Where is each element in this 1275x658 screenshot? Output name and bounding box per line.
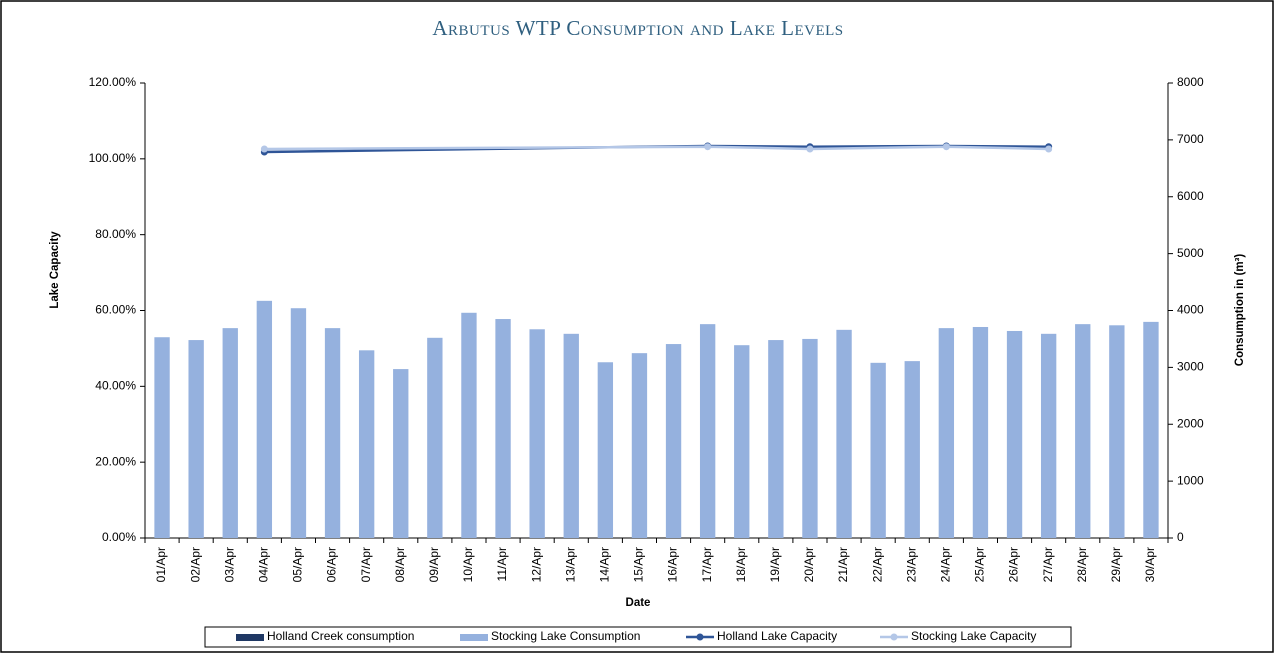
y-tick-label: 60.00% — [95, 303, 136, 317]
legend-swatch — [236, 634, 264, 641]
x-tick-label: 19/Apr — [768, 547, 782, 582]
y2-tick-label: 4000 — [1177, 303, 1204, 317]
bar — [358, 350, 375, 538]
x-tick-label: 25/Apr — [973, 547, 987, 582]
bar — [631, 353, 648, 538]
legend-label: Holland Creek consumption — [267, 629, 414, 643]
y2-tick-label: 2000 — [1177, 416, 1204, 430]
bar — [222, 328, 238, 538]
y-axis-title: Lake Capacity — [49, 231, 61, 309]
x-tick-label: 09/Apr — [427, 547, 441, 582]
x-tick-label: 23/Apr — [904, 547, 918, 582]
x-tick-label: 24/Apr — [939, 547, 953, 582]
bar — [563, 333, 579, 538]
bar — [597, 362, 614, 538]
legend-marker — [696, 633, 704, 641]
bar — [1143, 321, 1159, 538]
legend-box — [204, 626, 1072, 648]
bar — [734, 345, 750, 538]
legend-label: Stocking Lake Consumption — [491, 629, 640, 643]
x-tick-label: 03/Apr — [222, 547, 236, 582]
y-tick-label: 20.00% — [95, 454, 136, 468]
x-tick-label: 30/Apr — [1143, 547, 1157, 582]
x-tick-label: 28/Apr — [1075, 547, 1089, 582]
x-tick-label: 29/Apr — [1109, 547, 1123, 582]
y-tick-label: 0.00% — [102, 530, 136, 544]
y2-tick-label: 3000 — [1177, 360, 1204, 374]
bar — [427, 337, 443, 538]
x-tick-label: 20/Apr — [802, 547, 816, 582]
bar — [1075, 324, 1091, 538]
bar — [699, 324, 716, 538]
y-tick-label: 40.00% — [95, 379, 136, 393]
bar — [1040, 333, 1057, 538]
legend-marker — [890, 633, 898, 641]
bar — [529, 329, 545, 538]
bar — [495, 319, 511, 538]
line-marker — [942, 143, 950, 151]
line-marker — [704, 143, 712, 151]
bar — [324, 328, 341, 538]
bar — [904, 361, 920, 538]
bar — [290, 308, 307, 538]
x-axis-title: Date — [626, 597, 651, 609]
bar — [154, 337, 170, 538]
y2-axis-title: Consumption in (m³) — [1234, 254, 1246, 367]
x-tick-label: 16/Apr — [666, 547, 680, 582]
bar — [1109, 325, 1125, 538]
x-tick-label: 10/Apr — [461, 547, 475, 582]
bar — [870, 362, 886, 538]
line-marker — [1045, 145, 1053, 153]
x-tick-label: 01/Apr — [154, 547, 168, 582]
y-tick-label: 80.00% — [95, 227, 136, 241]
line-marker — [806, 145, 814, 153]
x-tick-label: 27/Apr — [1041, 547, 1055, 582]
y2-tick-label: 1000 — [1177, 473, 1204, 487]
bar — [938, 328, 955, 538]
x-tick-label: 08/Apr — [393, 547, 407, 582]
bar — [461, 312, 477, 538]
legend-swatch — [460, 634, 488, 641]
bar — [768, 340, 784, 538]
y2-tick-label: 8000 — [1177, 75, 1204, 89]
x-tick-label: 13/Apr — [563, 547, 577, 582]
bar — [1006, 330, 1023, 538]
y2-tick-label: 5000 — [1177, 246, 1204, 260]
bar — [393, 369, 409, 538]
x-tick-label: 12/Apr — [529, 547, 543, 582]
legend-label: Stocking Lake Capacity — [911, 629, 1036, 643]
x-tick-label: 04/Apr — [257, 547, 271, 582]
legend-label: Holland Lake Capacity — [717, 629, 837, 643]
x-tick-label: 26/Apr — [1007, 547, 1021, 582]
x-tick-label: 21/Apr — [836, 547, 850, 582]
chart-title: Arbutus WTP Consumption and Lake Levels — [432, 16, 843, 40]
line-marker — [260, 145, 268, 153]
bar — [836, 329, 852, 538]
y-tick-label: 100.00% — [89, 151, 137, 165]
y2-tick-label: 0 — [1177, 530, 1184, 544]
legend: Holland Creek consumption Stocking Lake C… — [236, 629, 1036, 643]
x-tick-label: 14/Apr — [598, 547, 612, 582]
y2-tick-label: 7000 — [1177, 132, 1204, 146]
x-tick-label: 22/Apr — [870, 547, 884, 582]
x-tick-label: 05/Apr — [291, 547, 305, 582]
x-tick-label: 15/Apr — [632, 547, 646, 582]
y-tick-label: 120.00% — [89, 75, 137, 89]
bar — [802, 338, 818, 538]
bar — [188, 340, 204, 538]
x-tick-label: 18/Apr — [734, 547, 748, 582]
x-tick-label: 07/Apr — [359, 547, 373, 582]
x-tick-label: 11/Apr — [495, 547, 509, 581]
bar — [972, 326, 989, 538]
bar — [665, 344, 682, 538]
x-tick-label: 06/Apr — [325, 547, 339, 582]
x-tick-label: 17/Apr — [700, 547, 714, 582]
bar — [256, 300, 273, 538]
x-tick-label: 02/Apr — [188, 547, 202, 582]
y2-tick-label: 6000 — [1177, 189, 1204, 203]
